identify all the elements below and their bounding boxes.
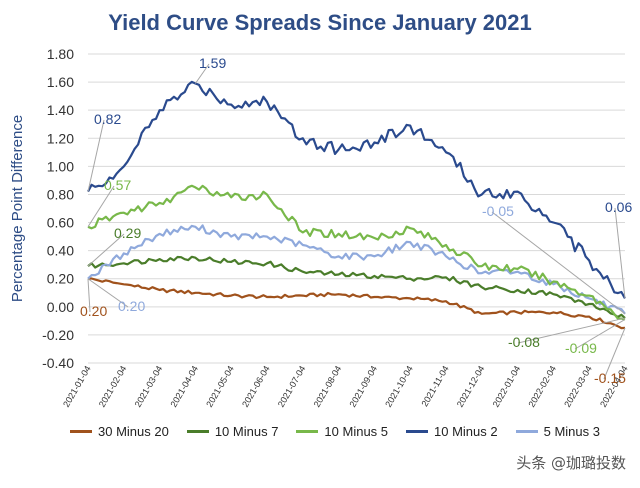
y-tick-label: 1.00: [47, 158, 74, 174]
annotation-leader: [87, 233, 125, 267]
data-label: 0.82: [94, 111, 121, 127]
legend-label: 10 Minus 7: [214, 424, 279, 439]
data-label: 0.20: [118, 298, 145, 314]
legend-item: 5 Minus 3: [515, 424, 600, 439]
legend-item: 10 Minus 2: [406, 424, 498, 439]
data-label: 0.57: [104, 177, 131, 193]
x-tick-label: 2021-06-04: [240, 364, 272, 409]
data-label: 0.20: [80, 303, 107, 319]
data-label: -0.05: [482, 203, 514, 219]
data-label: -0.08: [508, 334, 540, 350]
legend-swatch: [515, 430, 538, 433]
x-tick-label: 2022-03-04: [562, 364, 594, 409]
legend-item: 10 Minus 5: [296, 424, 388, 439]
legend-swatch: [186, 430, 209, 433]
y-tick-label: -0.20: [42, 327, 74, 343]
series-line: [87, 255, 626, 319]
x-tick-label: 2022-02-04: [526, 364, 558, 409]
annotation-leader: [603, 327, 626, 380]
watermark: 头条 @珈璐投数: [516, 454, 626, 472]
x-tick-label: 2021-10-04: [383, 364, 415, 409]
y-tick-label: 0.20: [47, 271, 74, 287]
x-tick-label: 2021-09-04: [347, 364, 379, 409]
y-tick-label: 1.60: [47, 74, 74, 90]
chart-title: Yield Curve Spreads Since January 2021: [108, 10, 532, 35]
x-tick-label: 2021-07-04: [276, 364, 308, 409]
y-axis-label: Percentage Point Difference: [9, 115, 26, 302]
annotation-leader: [491, 211, 626, 315]
annotation-leader: [87, 278, 91, 313]
legend-label: 10 Minus 2: [434, 424, 498, 439]
x-tick-label: 2022-01-04: [491, 364, 523, 409]
annotation-leader: [614, 207, 626, 299]
data-label: -0.09: [565, 340, 597, 356]
annotation-leader: [87, 119, 105, 192]
annotation-leader: [87, 185, 115, 228]
legend-label: 10 Minus 5: [324, 424, 389, 439]
legend-item: 30 Minus 20: [70, 424, 169, 439]
y-tick-label: 0.00: [47, 299, 74, 315]
x-tick-label: 2021-08-04: [312, 364, 344, 409]
annotation-leader: [574, 319, 626, 350]
x-tick-label: 2021-11-04: [419, 364, 450, 408]
data-label: 0.06: [605, 199, 632, 215]
x-tick-label: 2021-05-04: [204, 364, 236, 409]
y-tick-label: 0.40: [47, 243, 74, 259]
annotation-leader: [194, 63, 210, 84]
chart-legend: 30 Minus 20 10 Minus 7 10 Minus 5 10 Minus …: [70, 424, 610, 439]
data-label: -0.15: [594, 370, 626, 386]
y-tick-label: 0.60: [47, 215, 74, 231]
legend-label: 5 Minus 3: [543, 424, 600, 439]
annotation-leader: [517, 317, 626, 344]
data-label: 1.59: [199, 55, 226, 71]
y-tick-label: -0.40: [42, 355, 74, 371]
annotation-leader: [87, 278, 129, 308]
x-tick-label: 2021-03-04: [133, 364, 165, 409]
series-line: [87, 224, 626, 315]
x-tick-label: 2021-04-04: [168, 364, 200, 409]
y-tick-label: 0.80: [47, 186, 74, 202]
legend-swatch: [406, 430, 429, 433]
y-tick-label: 1.80: [47, 46, 74, 62]
series-line: [87, 184, 626, 321]
legend-swatch: [296, 430, 319, 433]
series-line: [87, 277, 626, 330]
y-tick-label: 1.20: [47, 130, 74, 146]
legend-label: 30 Minus 20: [98, 424, 169, 439]
legend-item: 10 Minus 7: [186, 424, 279, 439]
x-tick-label: 2021-12-04: [455, 364, 487, 409]
y-tick-label: 1.40: [47, 102, 74, 118]
legend-swatch: [70, 430, 92, 433]
series-line: [87, 80, 626, 299]
x-tick-label: 2021-02-04: [97, 364, 129, 409]
data-label: 0.29: [114, 225, 141, 241]
